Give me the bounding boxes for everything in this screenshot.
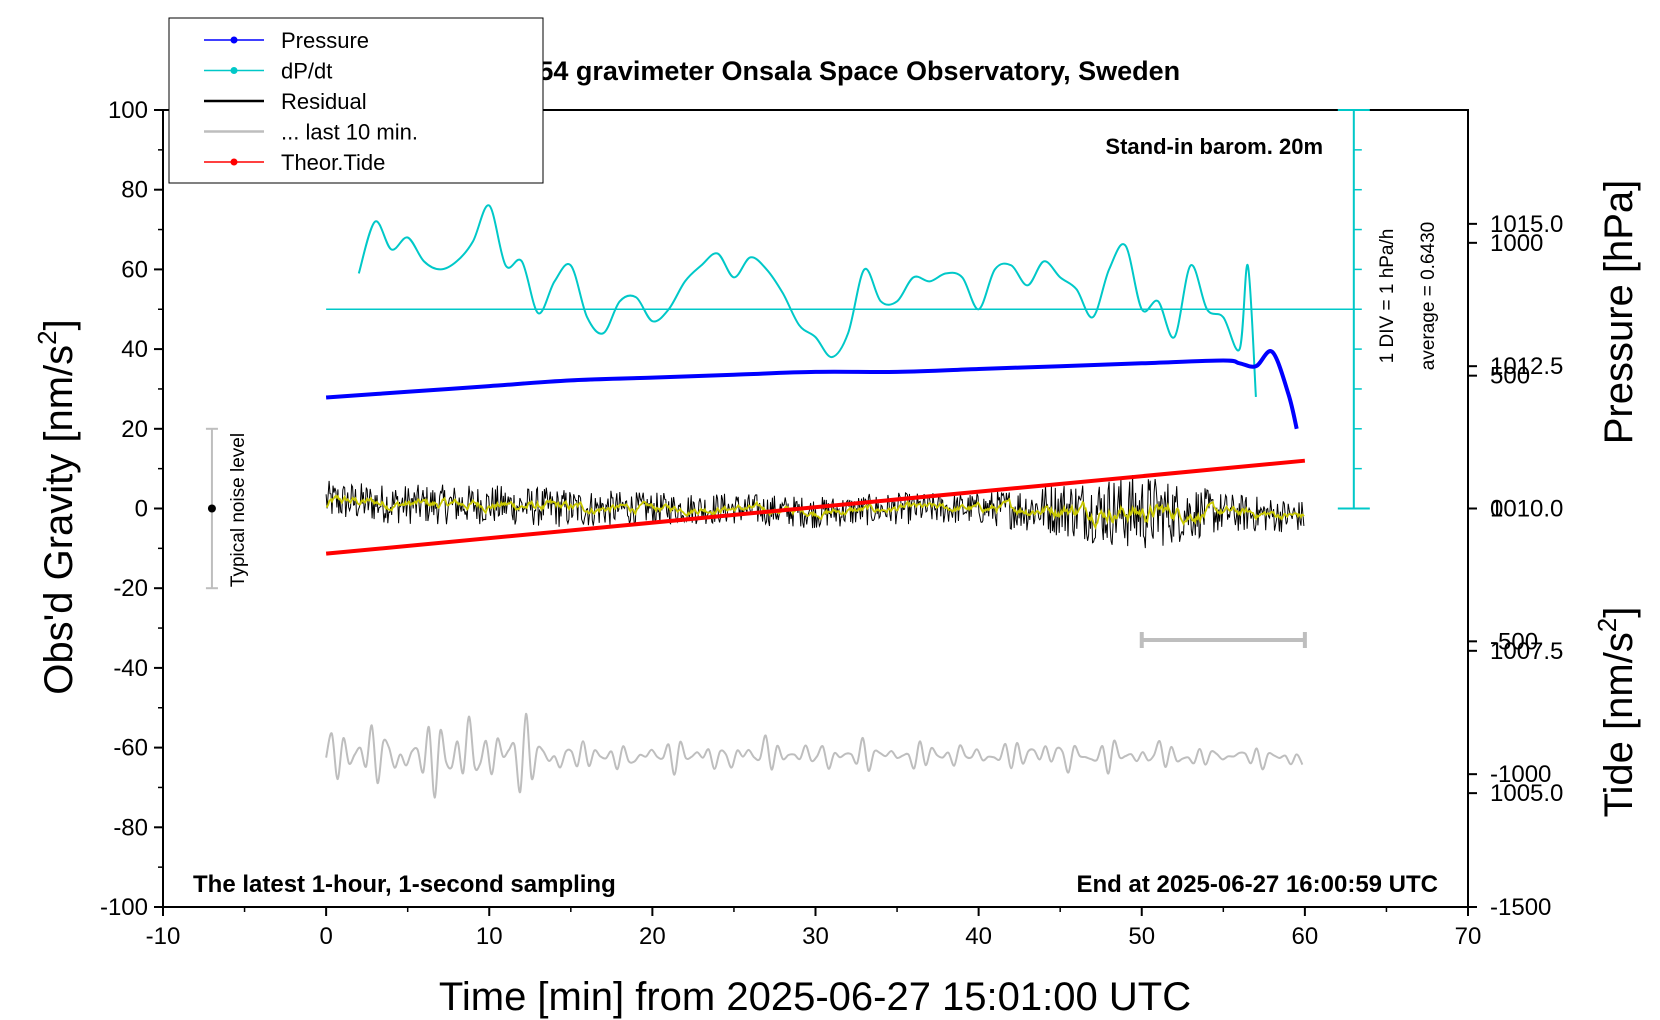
legend-label: dP/dt xyxy=(281,59,332,84)
pressure-tick-label: 1012.5 xyxy=(1490,353,1563,380)
legend-entries: Pressure dP/dt Residual ... last 10 min. The… xyxy=(204,28,418,175)
x-tick-label: 20 xyxy=(639,923,666,950)
dpdt-line xyxy=(357,204,1257,397)
tide-tick-label: 0 xyxy=(1490,496,1503,523)
tide-unit-base: Tide [nm/s xyxy=(1597,632,1641,817)
x-tick-label: 30 xyxy=(802,923,829,950)
pressure-tick-label: 1010.0 xyxy=(1490,496,1563,523)
legend-label: Pressure xyxy=(281,28,369,53)
noise-label: Typical noise level xyxy=(228,433,249,587)
gravity-tick-label: 100 xyxy=(108,97,148,124)
gravity-tick-label: 60 xyxy=(121,256,148,283)
pressure-tick-label: 1005.0 xyxy=(1490,780,1563,807)
gravity-tick-label: 0 xyxy=(135,496,148,523)
residual-line xyxy=(325,475,1305,549)
gravity-tick-label: -100 xyxy=(100,894,148,921)
x-axis-label: Time [min] from 2025-06-27 15:01:00 UTC xyxy=(439,975,1191,1019)
average-note: average = 0.6430 xyxy=(1418,222,1439,370)
tide-line xyxy=(325,458,1306,556)
legend-label: Residual xyxy=(281,89,367,114)
legend: Pressure dP/dt Residual ... last 10 min. The… xyxy=(168,17,544,184)
barometer-note: Stand-in barom. 20m xyxy=(1105,134,1323,159)
tide-tick-label: 1000 xyxy=(1490,230,1543,257)
y-axis-label-gravity: Obs'd Gravity [nm/s2] xyxy=(32,319,81,695)
tide-unit-close: ] xyxy=(1597,607,1641,618)
tide-tick-label: -1500 xyxy=(1490,894,1551,921)
legend-dot xyxy=(230,67,238,74)
noise-bar-center xyxy=(207,504,216,513)
gravity-tick-label: -80 xyxy=(113,814,148,841)
gravity-unit-sup: 2 xyxy=(32,330,62,344)
bottom-left-note: The latest 1-hour, 1-second sampling xyxy=(193,871,616,898)
x-tick-label: 70 xyxy=(1455,923,1482,950)
pressure-line xyxy=(325,349,1299,430)
tide-tick-label: -500 xyxy=(1490,628,1538,655)
gravity-tick-label: -40 xyxy=(113,655,148,682)
legend-label: ... last 10 min. xyxy=(281,120,418,145)
x-tick-label: 10 xyxy=(476,923,503,950)
tide-tick-label: 500 xyxy=(1490,363,1530,390)
gravity-tick-label: 80 xyxy=(121,177,148,204)
x-tick-label: 60 xyxy=(1292,923,1319,950)
gravity-unit-close: ] xyxy=(37,319,81,330)
x-tick-label: 0 xyxy=(319,923,332,950)
gravity-tick-label: -60 xyxy=(113,735,148,762)
series-layer xyxy=(205,109,1370,799)
gravity-unit-base: Obs'd Gravity [nm/s xyxy=(37,345,81,695)
gravity-tick-label: 40 xyxy=(121,336,148,363)
x-tick-label: 50 xyxy=(1128,923,1155,950)
tide-unit-sup: 2 xyxy=(1592,618,1622,632)
scale-note: 1 DIV = 1 hPa/h xyxy=(1377,229,1398,364)
pressure-tick-label: 1007.5 xyxy=(1490,638,1563,665)
bottom-right-note: End at 2025-06-27 16:00:59 UTC xyxy=(1077,871,1439,898)
legend-dot xyxy=(230,36,238,44)
y-axis-label-tide: Tide [nm/s2] xyxy=(1592,607,1641,818)
residual-smooth-line xyxy=(325,494,1305,530)
legend-label: Theor.Tide xyxy=(281,150,385,175)
axis-ticks: -10 0 10 20 30 40 50 60 70100806040200-20-40-60-… xyxy=(100,97,1563,950)
x-tick-label: 40 xyxy=(965,923,992,950)
gravity-tick-label: 20 xyxy=(121,416,148,443)
pressure-tick-label: 1015.0 xyxy=(1490,211,1563,238)
legend-dot xyxy=(230,158,238,166)
gravity-tick-label: -20 xyxy=(113,575,148,602)
last10-line xyxy=(325,712,1304,799)
tide-tick-label: -1000 xyxy=(1490,761,1551,788)
x-tick-label: -10 xyxy=(146,923,181,950)
chart-title: SCG_054 gravimeter Onsala Space Observat… xyxy=(450,56,1180,86)
y-axis-label-pressure: Pressure [hPa] xyxy=(1597,180,1641,445)
